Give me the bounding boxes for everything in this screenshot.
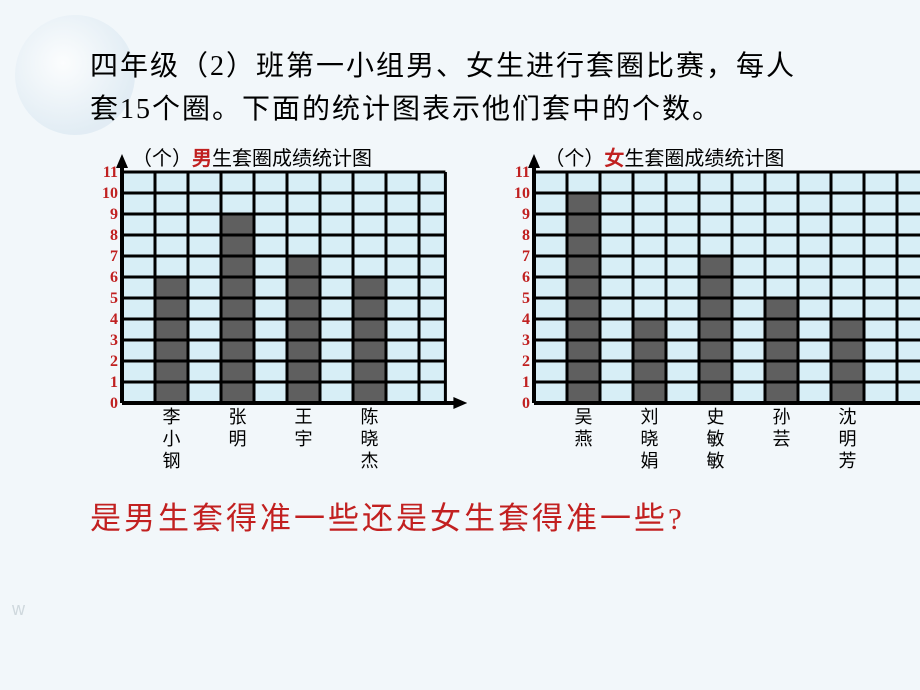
category-name-char: 钢 [163, 451, 181, 471]
y-tick-label: 7 [110, 248, 118, 265]
y-tick-label: 2 [110, 353, 118, 370]
y-tick-label: 8 [522, 227, 530, 244]
y-tick-label: 8 [110, 227, 118, 244]
y-tick-label: 7 [522, 248, 530, 265]
category-name-char: 芳 [839, 451, 857, 471]
category-name-char: 吴 [575, 407, 593, 427]
bar [221, 214, 254, 403]
chart-title: （个）男生套圈成绩统计图 [132, 142, 372, 171]
bar [765, 298, 798, 403]
girls-chart: （个）女生套圈成绩统计图01234567891011吴燕刘晓娟史敏敏孙芸沈明芳 [502, 144, 920, 479]
y-tick-label: 0 [522, 395, 530, 412]
category-name-char: 小 [163, 429, 181, 449]
category-name-char: 明 [839, 429, 857, 449]
category-name-char: 张 [229, 407, 247, 427]
category-name-char: 宇 [295, 429, 313, 449]
y-tick-label: 4 [522, 311, 530, 328]
y-tick-label: 11 [515, 164, 530, 181]
category-name-char: 明 [229, 429, 247, 449]
y-tick-label: 3 [522, 332, 530, 349]
category-name-char: 敏 [707, 451, 725, 471]
category-name-char: 燕 [575, 429, 593, 449]
question-text: 是男生套得准一些还是女生套得准一些? [90, 493, 865, 538]
y-tick-label: 5 [522, 290, 530, 307]
watermark: w [12, 599, 26, 620]
intro-line1: 四年级（2）班第一小组男、女生进行套圈比赛，每人 [90, 51, 796, 82]
y-tick-label: 11 [103, 164, 118, 181]
category-name-char: 芸 [773, 429, 791, 449]
chart-title: （个）女生套圈成绩统计图 [544, 142, 784, 171]
category-name-char: 沈 [839, 407, 857, 427]
category-name-char: 王 [295, 407, 313, 427]
y-tick-label: 10 [514, 185, 530, 202]
y-tick-label: 5 [110, 290, 118, 307]
category-name-char: 李 [163, 407, 181, 427]
y-tick-label: 9 [110, 206, 118, 223]
intro-line2: 套15个圈。下面的统计图表示他们套中的个数。 [90, 94, 722, 125]
category-name-char: 杰 [361, 451, 379, 471]
y-tick-label: 1 [522, 374, 530, 391]
category-name-char: 娟 [641, 451, 659, 471]
y-tick-label: 0 [110, 395, 118, 412]
charts-row: （个）男生套圈成绩统计图01234567891011李小钢张明王宇陈晓杰 （个）… [90, 144, 865, 479]
category-name-char: 刘 [641, 407, 659, 427]
y-tick-label: 6 [522, 269, 530, 286]
y-tick-label: 10 [102, 185, 118, 202]
y-tick-label: 3 [110, 332, 118, 349]
intro-text: 四年级（2）班第一小组男、女生进行套圈比赛，每人 套15个圈。下面的统计图表示他… [90, 45, 865, 132]
y-tick-label: 9 [522, 206, 530, 223]
boys-chart: （个）男生套圈成绩统计图 0 1 2 3 4 5 6 7 8 9 10 11 李小钢 张明 王宇 陈晓杰 [90, 144, 467, 479]
y-tick-label: 6 [110, 269, 118, 286]
y-tick-label: 4 [110, 311, 118, 328]
y-tick-label: 2 [522, 353, 530, 370]
category-name-char: 敏 [707, 429, 725, 449]
category-name-char: 陈 [361, 407, 379, 427]
category-name-char: 晓 [361, 429, 379, 449]
category-name-char: 晓 [641, 429, 659, 449]
category-name-char: 史 [707, 407, 725, 427]
category-name-char: 孙 [773, 407, 791, 427]
y-tick-label: 1 [110, 374, 118, 391]
